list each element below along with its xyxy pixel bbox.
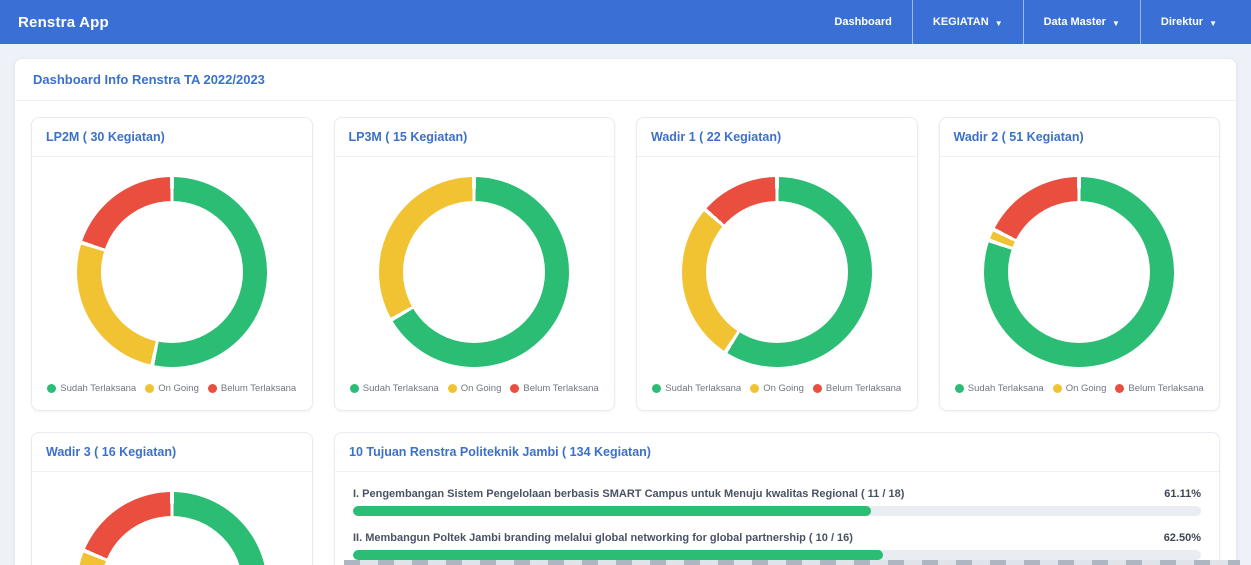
legend-label: On Going (1065, 383, 1107, 394)
tujuan-renstra-card: 10 Tujuan Renstra Politeknik Jambi ( 134… (334, 432, 1220, 565)
chevron-down-icon: ▼ (994, 18, 1003, 28)
legend-dot-icon (812, 384, 822, 393)
chart-legend: Sudah Terlaksana On Going Belum Terlaksana (643, 383, 911, 402)
progress-fill (353, 506, 872, 516)
legend-label: On Going (460, 383, 502, 394)
donut-chart-lp2m[interactable] (76, 177, 267, 367)
progress-percent: 61.11% (1164, 488, 1201, 500)
legend-label: Sudah Terlaksana (967, 383, 1044, 394)
chart-card-wadir-3: Wadir 3 ( 16 Kegiatan) Sudah TerlaksanaO… (31, 432, 313, 565)
legend-label: On Going (763, 383, 804, 394)
progress-track (353, 550, 1201, 560)
legend-dot-icon (1115, 384, 1125, 393)
legend-item-belum-terlaksana[interactable]: Belum Terlaksana (207, 383, 297, 394)
legend-item-sudah-terlaksana[interactable]: Sudah Terlaksana (652, 383, 741, 394)
nav-item-dashboard[interactable]: Dashboard (814, 0, 911, 44)
nav-item-data-master[interactable]: Data Master ▼ (1022, 0, 1140, 44)
progress-percent: 62.50% (1163, 532, 1201, 544)
chart-legend: Sudah Terlaksana On Going Belum Terlaksana (946, 383, 1214, 402)
legend-label: On Going (158, 383, 199, 394)
chart-card-title: Wadir 1 ( 22 Kegiatan) (637, 118, 917, 157)
legend-item-sudah-terlaksana[interactable]: Sudah Terlaksana (954, 383, 1044, 394)
legend-dot-icon (510, 384, 520, 393)
nav-item-kegiatan[interactable]: KEGIATAN ▼ (911, 0, 1023, 44)
legend-item-on-going[interactable]: On Going (447, 383, 502, 394)
progress-label: I. Pengembangan Sistem Pengelolaan berba… (353, 488, 905, 500)
legend-label: Belum Terlaksana (220, 383, 297, 394)
chevron-down-icon: ▼ (1111, 18, 1120, 28)
chevron-down-icon: ▼ (1209, 18, 1217, 28)
chart-card-wadir-2: Wadir 2 ( 51 Kegiatan) Sudah Terlaksana O… (938, 117, 1220, 411)
progress-item: II. Membangun Poltek Jambi branding mela… (353, 532, 1201, 560)
legend-dot-icon (750, 384, 760, 393)
progress-fill (353, 550, 883, 560)
legend-dot-icon (207, 384, 217, 393)
legend-item-on-going[interactable]: On Going (145, 383, 199, 394)
legend-dot-icon (349, 384, 359, 393)
progress-item: I. Pengembangan Sistem Pengelolaan berba… (353, 488, 1201, 516)
legend-dot-icon (447, 384, 457, 393)
legend-dot-icon (1052, 384, 1062, 393)
legend-item-on-going[interactable]: On Going (1052, 383, 1107, 394)
chart-card-title: Wadir 3 ( 16 Kegiatan) (32, 433, 312, 472)
horizontal-scrollbar[interactable] (344, 560, 1240, 565)
legend-dot-icon (47, 384, 57, 393)
legend-item-sudah-terlaksana[interactable]: Sudah Terlaksana (47, 383, 136, 394)
progress-label: II. Membangun Poltek Jambi branding mela… (353, 532, 853, 544)
chart-card-title: Wadir 2 ( 51 Kegiatan) (939, 118, 1219, 157)
chart-card-title: LP3M ( 15 Kegiatan) (334, 118, 614, 157)
navbar-menu: Dashboard KEGIATAN ▼ Data Master ▼ Direktur ▼ (814, 0, 1237, 44)
legend-item-belum-terlaksana[interactable]: Belum Terlaksana (812, 383, 902, 394)
nav-item-label: Dashboard (834, 16, 892, 28)
donut-chart-wadir-3[interactable] (77, 492, 267, 565)
legend-label: Sudah Terlaksana (60, 383, 137, 394)
progress-row: II. Membangun Poltek Jambi branding mela… (353, 532, 1201, 544)
legend-dot-icon (652, 384, 662, 393)
legend-label: Sudah Terlaksana (362, 383, 439, 394)
legend-dot-icon (145, 384, 155, 393)
panel-body: LP2M ( 30 Kegiatan) Sudah Terlaksana On G… (15, 101, 1236, 565)
legend-item-on-going[interactable]: On Going (750, 383, 804, 394)
nav-item-label: Data Master (1043, 16, 1106, 28)
legend-label: Belum Terlaksana (523, 383, 599, 394)
nav-item-direktur[interactable]: Direktur ▼ (1139, 0, 1237, 44)
tujuan-renstra-title: 10 Tujuan Renstra Politeknik Jambi ( 134… (335, 433, 1219, 472)
progress-list: I. Pengembangan Sistem Pengelolaan berba… (335, 472, 1219, 565)
chart-card-lp3m: LP3M ( 15 Kegiatan) Sudah Terlaksana On G… (333, 117, 615, 411)
progress-row: I. Pengembangan Sistem Pengelolaan berba… (353, 488, 1201, 500)
charts-row-1: LP2M ( 30 Kegiatan) Sudah Terlaksana On G… (31, 117, 1220, 411)
legend-item-belum-terlaksana[interactable]: Belum Terlaksana (510, 383, 599, 394)
nav-item-label: Direktur (1160, 16, 1204, 28)
legend-label: Belum Terlaksana (825, 383, 902, 394)
progress-track (353, 506, 1201, 516)
legend-item-belum-terlaksana[interactable]: Belum Terlaksana (1115, 383, 1204, 394)
chart-card-title: LP2M ( 30 Kegiatan) (32, 118, 312, 157)
chart-card-lp2m: LP2M ( 30 Kegiatan) Sudah Terlaksana On G… (31, 117, 313, 411)
donut-chart-wadir-2[interactable] (984, 177, 1175, 367)
navbar: Renstra App Dashboard KEGIATAN ▼ Data Maste… (0, 0, 1251, 44)
nav-item-label: KEGIATAN (932, 16, 989, 28)
legend-item-sudah-terlaksana[interactable]: Sudah Terlaksana (349, 383, 439, 394)
panel-title: Dashboard Info Renstra TA 2022/2023 (15, 59, 1236, 101)
legend-label: Belum Terlaksana (1128, 383, 1204, 394)
chart-card-wadir-1: Wadir 1 ( 22 Kegiatan) Sudah Terlaksana O… (636, 117, 918, 411)
dashboard-panel: Dashboard Info Renstra TA 2022/2023 LP2M… (14, 58, 1237, 565)
donut-chart-wadir-1[interactable] (681, 177, 872, 367)
chart-legend: Sudah Terlaksana On Going Belum Terlaksana (38, 383, 306, 402)
chart-legend: Sudah Terlaksana On Going Belum Terlaksana (341, 383, 609, 402)
donut-chart-lp3m[interactable] (379, 177, 570, 367)
charts-row-2: Wadir 3 ( 16 Kegiatan) Sudah TerlaksanaO… (31, 432, 1220, 565)
app-brand[interactable]: Renstra App (18, 13, 109, 31)
legend-label: Sudah Terlaksana (665, 383, 742, 394)
legend-dot-icon (954, 384, 964, 393)
